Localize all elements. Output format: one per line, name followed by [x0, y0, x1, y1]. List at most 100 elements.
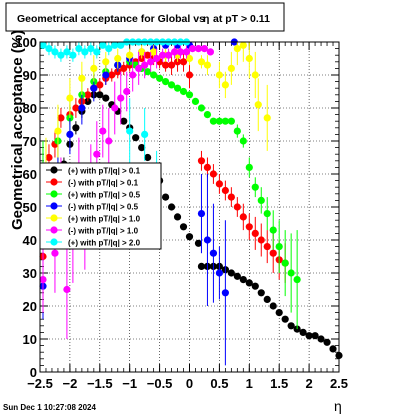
data-point — [99, 41, 107, 49]
data-point — [185, 233, 194, 241]
legend: (+) with pT/|q| > 0.1 (-) with pT/|q| > 0… — [39, 162, 162, 250]
data-point — [239, 276, 247, 284]
data-point — [93, 48, 101, 56]
data-point — [329, 345, 337, 353]
data-point — [215, 71, 223, 79]
x-tick-label: 1 — [246, 376, 253, 391]
data-point — [239, 137, 247, 145]
data-point — [203, 236, 212, 244]
x-tick-labels: −2.5 −2 −1.5 −1 −0.5 0 0.5 1 1.5 2 2.5 — [27, 376, 348, 391]
data-point — [117, 41, 125, 49]
data-point — [108, 71, 116, 79]
data-point — [57, 51, 65, 59]
y-tick-label: 100 — [15, 35, 37, 50]
data-point — [144, 51, 152, 59]
data-point — [251, 282, 259, 290]
data-point — [144, 68, 152, 76]
data-point — [263, 243, 271, 251]
data-point — [275, 243, 283, 251]
data-point — [141, 61, 149, 69]
legend-item: (-) with pT/|q| > 0.1 — [46, 178, 139, 188]
legend-marker — [50, 166, 58, 174]
data-point — [167, 61, 176, 69]
data-point — [287, 269, 295, 277]
legend-marker — [50, 178, 58, 186]
data-point — [239, 213, 247, 221]
data-point — [245, 54, 253, 63]
data-point — [197, 262, 206, 270]
chart-title-box: Geometrical acceptance for Global vs η a… — [5, 2, 285, 32]
data-point — [227, 269, 235, 277]
x-tick-label: −0.5 — [147, 376, 173, 391]
data-point — [51, 249, 59, 257]
data-point — [120, 117, 128, 125]
data-point — [150, 71, 158, 79]
data-point — [185, 91, 194, 99]
data-point — [299, 328, 307, 336]
legend-label: (+) with pT/|q| > 0.1 — [68, 167, 141, 176]
data-point — [215, 269, 223, 277]
legend-label: (+) with pT/|q| > 0.5 — [68, 191, 141, 200]
data-point — [275, 309, 283, 317]
data-point — [173, 213, 182, 221]
y-tick-labels: 0 10 20 30 40 50 60 70 80 90 100 — [15, 35, 37, 380]
data-point — [51, 48, 59, 56]
legend-label: (-) with pT/|q| > 0.1 — [68, 179, 139, 188]
data-point — [257, 196, 265, 204]
data-point — [66, 130, 74, 138]
data-point — [194, 45, 203, 53]
data-point — [114, 54, 122, 63]
y-tick-label: 80 — [23, 101, 37, 116]
data-point — [84, 91, 92, 99]
data-point — [287, 322, 295, 330]
data-point — [305, 332, 313, 340]
y-tick-label: 40 — [23, 233, 37, 248]
y-axis-label: Geometrical acceptance (%) — [9, 30, 26, 230]
data-point — [323, 338, 331, 346]
chart-title-part-1: Geometrical acceptance for Global vs — [17, 13, 205, 25]
data-point — [251, 229, 259, 237]
data-point — [144, 153, 152, 162]
data-point — [221, 186, 229, 195]
data-point — [263, 295, 271, 303]
data-point — [117, 94, 125, 102]
data-point — [185, 54, 194, 63]
data-point — [197, 157, 206, 165]
data-point — [188, 45, 197, 53]
legend-marker — [50, 214, 58, 222]
data-point — [239, 41, 247, 49]
data-point — [135, 64, 143, 72]
data-point — [245, 279, 253, 287]
data-point — [254, 101, 262, 109]
data-point — [194, 239, 203, 247]
data-point — [200, 45, 209, 53]
data-point — [167, 203, 176, 211]
data-point — [66, 94, 74, 102]
data-point — [221, 117, 229, 125]
data-point — [45, 45, 53, 53]
x-tick-label: −2 — [62, 376, 77, 391]
data-point — [257, 236, 265, 244]
data-point — [105, 137, 113, 145]
data-point — [191, 97, 200, 105]
y-tick-label: 60 — [23, 167, 37, 182]
plot-area — [39, 38, 343, 373]
data-point — [96, 91, 104, 99]
data-point — [164, 51, 173, 59]
data-point — [173, 58, 182, 66]
data-point — [245, 223, 253, 231]
data-point — [245, 163, 253, 171]
data-point — [203, 111, 212, 119]
x-tick-label: 2 — [305, 376, 312, 391]
y-tick-label: 90 — [23, 68, 37, 83]
data-point — [233, 272, 241, 280]
data-point — [78, 104, 86, 112]
data-point — [78, 74, 86, 82]
chart-title-part-2: at pT > 0.11 — [213, 13, 270, 25]
data-point — [102, 58, 110, 66]
data-point — [176, 48, 185, 56]
timestamp: Sun Dec 1 10:27:08 2024 — [3, 403, 96, 412]
data-point — [138, 48, 146, 56]
chart-title-eta: η — [203, 13, 209, 25]
